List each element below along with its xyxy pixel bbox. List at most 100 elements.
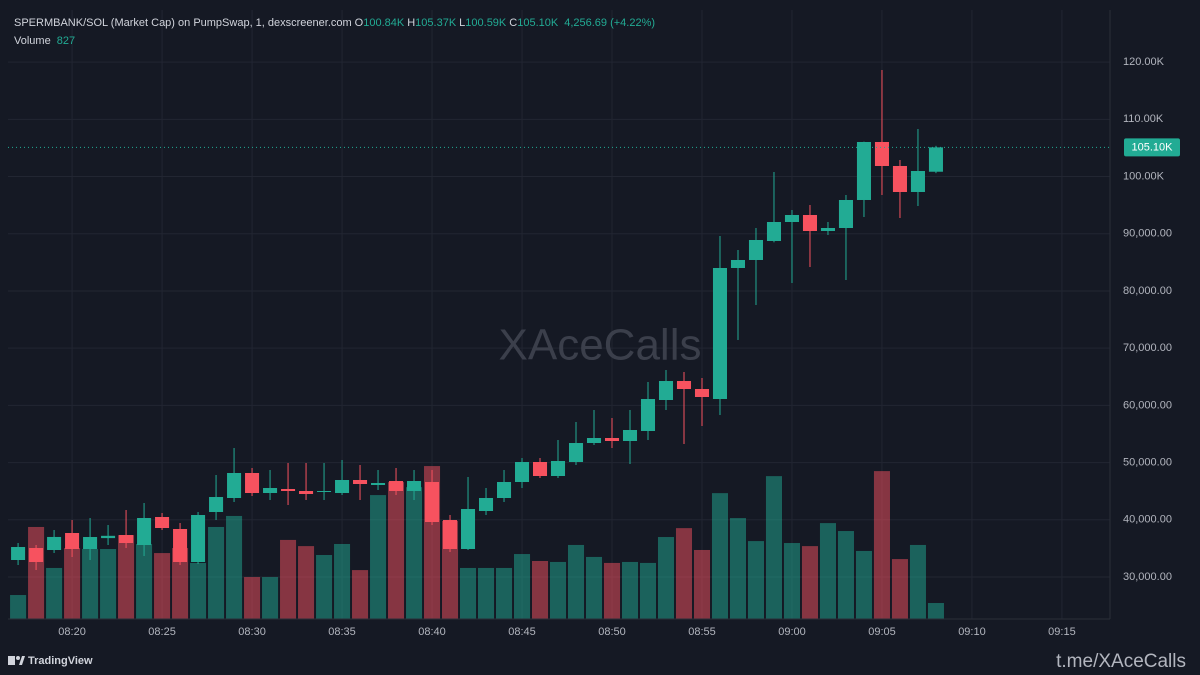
volume-bar [873, 471, 890, 619]
volume-bar [334, 543, 351, 619]
volume-bar [639, 562, 657, 619]
y-tick-label: 100.00K [1123, 170, 1165, 182]
volume-bar [747, 541, 765, 619]
x-tick-label: 08:35 [328, 626, 356, 638]
candle-body [101, 535, 116, 539]
volume-bar [567, 544, 585, 619]
x-tick-label: 09:10 [958, 626, 986, 638]
volume-bar [729, 518, 747, 619]
candle-body [856, 141, 871, 200]
candle-body [910, 170, 925, 192]
volume-bar [118, 535, 135, 619]
volume-bar [208, 526, 225, 619]
candle-body [317, 491, 332, 493]
volume-bar [406, 487, 423, 619]
volume-bar [136, 543, 153, 619]
volume-bar [460, 567, 477, 619]
y-tick-label: 120.00K [1123, 56, 1165, 68]
legend-header: SPERMBANK/SOL (Market Cap) on PumpSwap, … [14, 14, 658, 50]
candle-body [281, 489, 296, 492]
candle-body [83, 537, 98, 550]
x-tick-label: 08:40 [418, 626, 446, 638]
candle-body [11, 547, 26, 561]
volume-title: Volume [14, 35, 51, 47]
candle-body [784, 214, 799, 222]
volume-bar [64, 548, 81, 619]
candle-body [532, 462, 548, 477]
candle-body [335, 480, 350, 494]
candle-body [137, 518, 152, 546]
candle-body [461, 509, 476, 550]
legend-row: SPERMBANK/SOL (Market Cap) on PumpSwap, … [14, 14, 658, 32]
candle-body [676, 381, 692, 390]
ohlc-prefix: O [354, 17, 364, 29]
volume-bar [783, 543, 800, 619]
y-tick-label: 60,000.00 [1123, 399, 1172, 411]
volume-bar [352, 570, 369, 619]
volume-bar [909, 544, 926, 619]
volume-bar [675, 528, 693, 619]
candle-body [479, 498, 494, 512]
volume-bar [478, 567, 495, 619]
volume-bar [585, 556, 603, 619]
volume-bar [82, 549, 99, 619]
candle-body [622, 430, 638, 442]
candle-body [425, 482, 440, 523]
volume-bar [693, 549, 711, 619]
ohlc-value: 105.37K [415, 17, 457, 29]
candle-body [389, 481, 404, 492]
candle-body [263, 488, 278, 494]
axes: 30,000.00 40,000.00 50,000.00 60,000.00 70,0… [8, 10, 1180, 638]
candle-layer [11, 69, 943, 571]
last-price-label: 105.10K [1132, 141, 1174, 153]
volume-bar [28, 526, 45, 619]
candle-body [604, 438, 620, 442]
ohlc-value: 100.59K [465, 17, 507, 29]
ohlc-prefix: L [459, 17, 466, 29]
logo-shape [8, 656, 15, 665]
volume-bar [388, 482, 405, 619]
volume-bar [531, 561, 549, 619]
volume-bar [316, 555, 333, 619]
logo-shape [19, 656, 25, 665]
y-tick-label: 40,000.00 [1123, 514, 1172, 526]
candle-body [209, 497, 224, 513]
volume-bar [765, 476, 783, 619]
candle-body [586, 438, 602, 444]
candle-body [191, 515, 206, 563]
volume-bar [621, 561, 639, 619]
candle-body [29, 548, 44, 563]
candle-body [173, 529, 188, 563]
candle-body [496, 482, 512, 499]
x-tick-label: 08:50 [598, 626, 626, 638]
volume-value: 827 [56, 35, 76, 47]
volume-bar [549, 561, 567, 619]
footer-brand: TradingView [28, 655, 93, 667]
candle-body [514, 462, 530, 483]
volume-bar [262, 577, 279, 619]
logo-shape [16, 656, 20, 660]
x-tick-label: 08:30 [238, 626, 266, 638]
watermark: XAceCalls [499, 321, 702, 370]
volume-bar [226, 515, 243, 619]
legend-row: Volume 827 [14, 32, 658, 50]
candle-body [658, 381, 674, 401]
ohlc-value: 100.84K [363, 17, 405, 29]
candle-body [119, 535, 134, 544]
y-tick-label: 90,000.00 [1123, 228, 1172, 240]
volume-bar [370, 495, 387, 619]
volume-bar [298, 546, 315, 619]
candle-body [47, 536, 62, 551]
footer-link: t.me/XAceCalls [1056, 651, 1186, 672]
candle-body [568, 443, 584, 463]
volume-bar [891, 559, 908, 619]
candle-body [694, 389, 710, 398]
candle-body [443, 520, 458, 550]
volume-bar [10, 595, 27, 619]
candle-body [748, 239, 764, 260]
x-tick-label: 09:00 [778, 626, 806, 638]
change: 4,256.69 (+4.22%) [564, 17, 656, 29]
volume-bar [280, 539, 297, 619]
candle-body [802, 214, 817, 231]
